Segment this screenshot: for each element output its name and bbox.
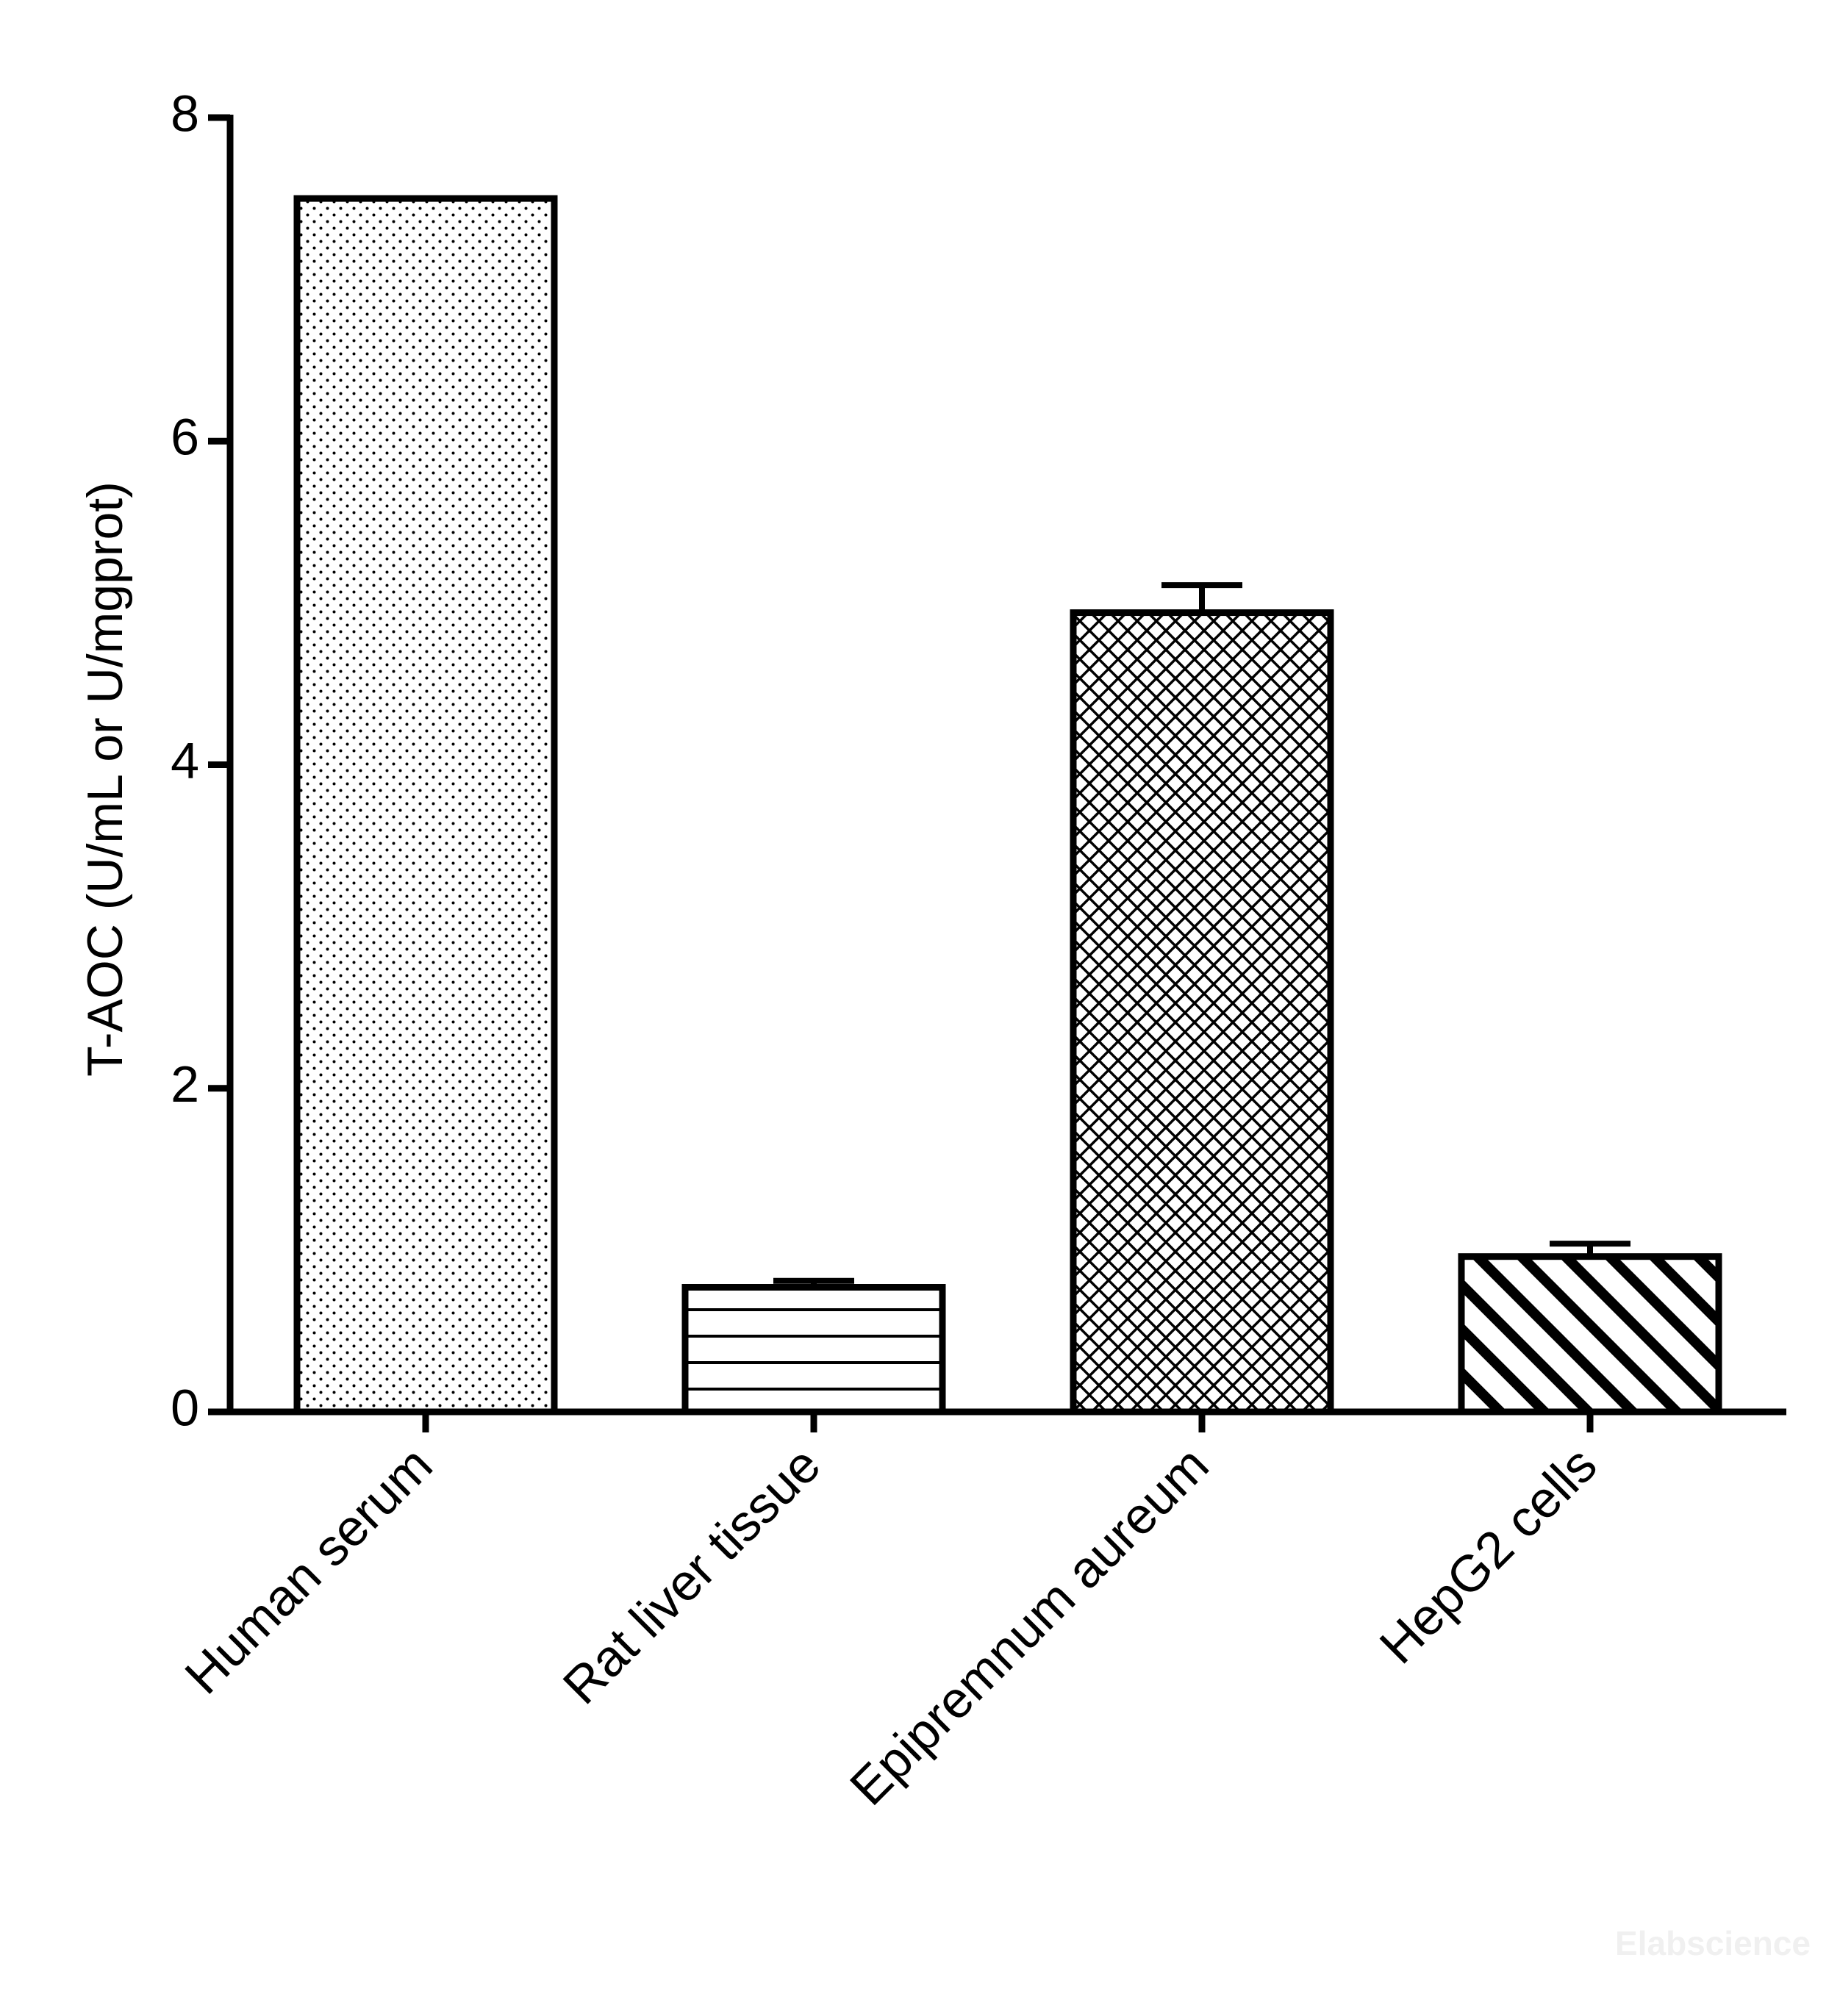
y-tick-label: 2 (171, 1055, 199, 1113)
y-tick-label: 0 (171, 1379, 199, 1436)
x-tick-label: Epipremnum aureum (839, 1436, 1219, 1816)
error-bar (1550, 1241, 1630, 1257)
bar (681, 1284, 946, 1416)
y-axis-label: T-AOC (U/mL or U/mgprot) (77, 481, 133, 1077)
watermark: Elabscience (1615, 1924, 1811, 1962)
error-bar (773, 1277, 854, 1288)
x-tick-label: Human serum (174, 1436, 443, 1705)
y-tick-label: 4 (171, 732, 199, 789)
x-tick-label: HepG2 cells (1369, 1436, 1608, 1675)
bar (293, 195, 558, 1416)
bar (1458, 1253, 1722, 1416)
bar (1070, 609, 1334, 1416)
y-tick-label: 8 (171, 85, 199, 142)
x-tick-label: Rat liver tissue (552, 1436, 831, 1715)
error-bar (1161, 582, 1242, 613)
y-tick-label: 6 (171, 409, 199, 466)
